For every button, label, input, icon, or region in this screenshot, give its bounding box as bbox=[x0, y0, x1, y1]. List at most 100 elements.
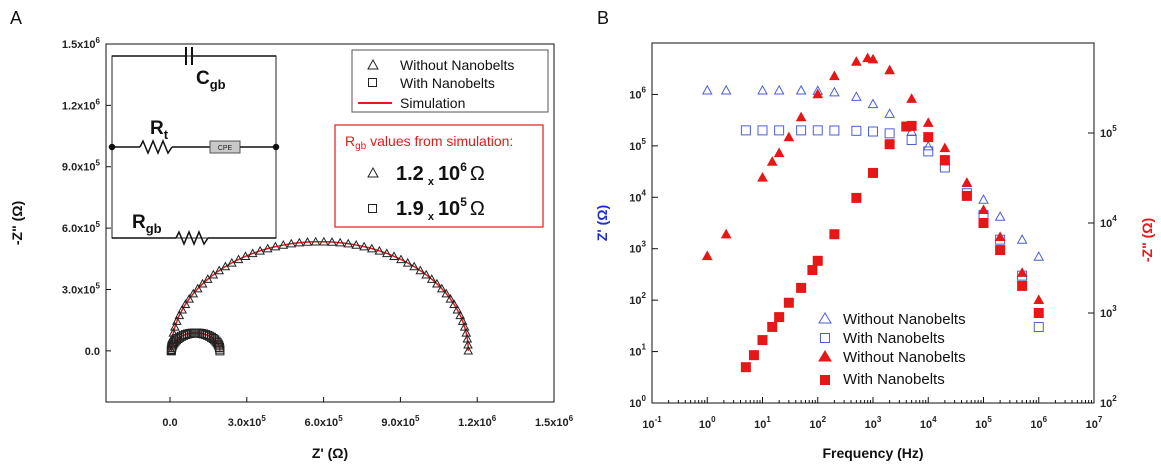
bode-legend-label-4: With Nanobelts bbox=[843, 371, 945, 388]
bode-point-zimag-without bbox=[829, 70, 840, 81]
bode-left-tick-label: 101 bbox=[629, 343, 646, 359]
nyquist-point-without bbox=[166, 345, 177, 355]
bode-point-zimag-with bbox=[868, 167, 878, 178]
nyquist-point-without bbox=[247, 248, 258, 258]
cpe-label: CPE bbox=[218, 145, 233, 152]
bode-point-zimag-with bbox=[995, 245, 1006, 256]
bode-legend-marker-3 bbox=[818, 350, 832, 362]
nyquist-legend: Without Nanobelts With Nanobelts Simulat… bbox=[351, 49, 549, 113]
nyquist-point-without bbox=[172, 316, 182, 325]
nyquist-y-tick-label: 1.2x106 bbox=[62, 97, 101, 112]
nyquist-point-without bbox=[170, 321, 180, 331]
bode-x-tick-label: 101 bbox=[754, 415, 771, 431]
sim-row-2-value: 1.9 x 105 Ω bbox=[396, 195, 485, 223]
bode-point-zreal-with bbox=[868, 126, 878, 137]
bode-point-zimag-with bbox=[807, 265, 818, 276]
bode-left-axis-title: Z' (Ω) bbox=[594, 205, 610, 241]
bode-point-zimag-with bbox=[939, 155, 950, 166]
bode-point-zimag-with bbox=[774, 312, 785, 323]
nyquist-point-without bbox=[184, 293, 195, 303]
sim-row-2-marker bbox=[368, 204, 377, 213]
bode-x-axis-title: Frequency (Hz) bbox=[822, 445, 923, 461]
nyquist-point-without bbox=[463, 345, 474, 355]
panel-label-a: A bbox=[10, 8, 22, 28]
nyquist-legend-frame bbox=[351, 49, 549, 113]
bode-point-zimag-with bbox=[740, 362, 751, 373]
bode-legend: Without Nanobelts With Nanobelts Without… bbox=[818, 311, 966, 388]
simulation-values-frame bbox=[334, 124, 544, 228]
nyquist-point-without bbox=[262, 243, 273, 253]
bode-point-zreal-with bbox=[906, 134, 917, 145]
bode-point-zimag-with bbox=[961, 190, 972, 201]
bode-left-tick-label: 103 bbox=[629, 240, 646, 256]
legend-marker-triangle-open bbox=[367, 58, 379, 70]
bode-point-zreal-with bbox=[757, 125, 768, 136]
nyquist-x-tick-label: 0.0 bbox=[162, 417, 177, 429]
bode-point-zimag-without bbox=[773, 147, 785, 158]
nyquist-y-tick-label: 9.0x105 bbox=[62, 159, 101, 174]
nyquist-x-tick-label: 1.5x106 bbox=[535, 414, 574, 429]
bode-point-zreal-with bbox=[884, 128, 895, 139]
bode-left-tick-label: 106 bbox=[629, 85, 646, 101]
nyquist-point-without bbox=[335, 237, 346, 247]
bode-point-zreal-without bbox=[867, 98, 879, 109]
nyquist-point-without bbox=[226, 257, 237, 267]
nyquist-point-without bbox=[445, 293, 456, 303]
bode-point-zreal-without bbox=[1033, 251, 1045, 261]
bode-point-zimag-without bbox=[701, 250, 713, 261]
bode-point-zreal-with bbox=[851, 125, 862, 136]
nyquist-x-tick-label: 6.0x105 bbox=[305, 414, 344, 429]
bode-point-zreal-with bbox=[774, 125, 785, 136]
bode-x-tick-label: 103 bbox=[865, 415, 882, 431]
nyquist-x-tick-label: 9.0x105 bbox=[381, 414, 420, 429]
rgb-resistor-symbol bbox=[175, 230, 209, 246]
nyquist-point-without bbox=[174, 310, 185, 320]
nyquist-point-without bbox=[180, 299, 191, 308]
bode-legend-marker-1 bbox=[818, 312, 832, 324]
bode-legend-label-2: With Nanobelts bbox=[843, 330, 945, 347]
bode-point-zreal-without bbox=[829, 86, 840, 97]
bode-point-zimag-without bbox=[851, 56, 862, 66]
bode-point-zimag-with bbox=[851, 192, 862, 203]
bode-right-tick-label: 105 bbox=[1100, 124, 1117, 140]
nyquist-point-without bbox=[441, 288, 452, 298]
nyquist-point-without bbox=[415, 265, 426, 275]
bode-point-zimag-with bbox=[796, 282, 807, 293]
nyquist-chart: 0.0 3.0x105 6.0x105 9.0x105 1.2x106 1.5x106 0… bbox=[9, 36, 574, 461]
nyquist-point-without bbox=[188, 288, 199, 298]
bode-point-zreal-with bbox=[923, 146, 934, 157]
nyquist-point-without bbox=[374, 245, 385, 255]
bode-right-tick-label: 104 bbox=[1100, 214, 1117, 230]
bode-point-zimag-with bbox=[884, 139, 895, 150]
nyquist-point-with bbox=[167, 342, 177, 352]
nyquist-x-tick-label: 3.0x105 bbox=[228, 414, 267, 429]
bode-point-zimag-with bbox=[748, 350, 759, 361]
bode-point-zimag-without bbox=[978, 204, 989, 214]
bode-point-zimag-without bbox=[812, 88, 824, 99]
bode-chart: 10-1 100 101 102 103 104 105 106 107 10010110210… bbox=[594, 42, 1155, 461]
nyquist-point-without bbox=[449, 299, 459, 308]
nyquist-plot-frame bbox=[105, 43, 555, 403]
rgb-label: Rgb bbox=[132, 212, 162, 236]
nyquist-x-tick-label: 1.2x106 bbox=[458, 414, 497, 429]
nyquist-series-marks bbox=[166, 236, 474, 356]
bode-point-zimag-with bbox=[783, 297, 794, 308]
bode-left-tick-label: 105 bbox=[629, 137, 646, 153]
bode-left-tick-label: 100 bbox=[629, 394, 646, 410]
bode-point-zimag-without bbox=[906, 93, 917, 103]
nyquist-point-without bbox=[351, 240, 362, 249]
bode-point-zimag-without bbox=[961, 177, 973, 187]
nyquist-point-without bbox=[459, 321, 470, 331]
nyquist-point-without bbox=[426, 274, 437, 283]
bode-point-zreal-without bbox=[757, 84, 768, 95]
nyquist-y-ticks: 0.0 3.0x105 6.0x105 9.0x105 1.2x106 1.5x106 bbox=[62, 36, 111, 358]
nyquist-point-without bbox=[278, 240, 289, 249]
bode-point-zreal-with bbox=[1033, 322, 1044, 333]
nyquist-legend-label-1: Without Nanobelts bbox=[400, 57, 514, 73]
circuit-node-left bbox=[108, 143, 116, 151]
bode-left-tick-label: 102 bbox=[629, 291, 646, 307]
bode-point-zreal-without bbox=[994, 211, 1006, 221]
simulation-values-title: Rgb values from simulation: bbox=[345, 133, 513, 152]
nyquist-point-without bbox=[457, 316, 468, 325]
nyquist-y-tick-label: 6.0x105 bbox=[62, 220, 101, 235]
